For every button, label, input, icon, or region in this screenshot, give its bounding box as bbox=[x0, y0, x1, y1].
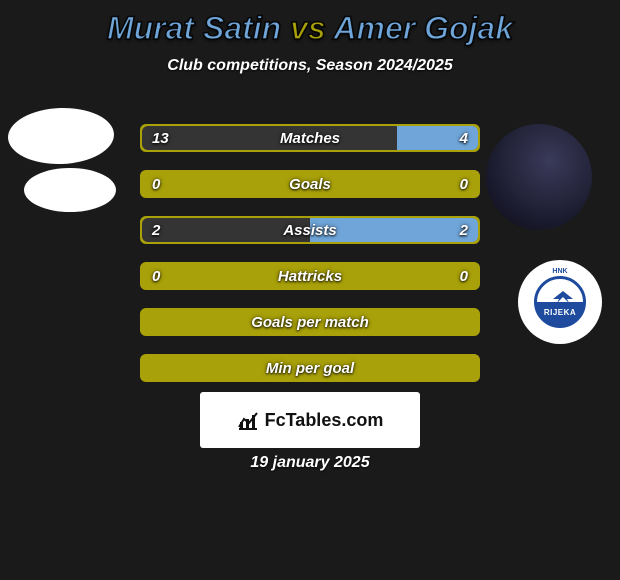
stat-value-right: 0 bbox=[460, 264, 468, 288]
comparison-card: Murat Satin vs Amer Gojak Club competiti… bbox=[0, 0, 620, 580]
player1-club-crest bbox=[24, 168, 116, 212]
player1-name: Murat Satin bbox=[107, 10, 281, 46]
crest-top-text: HNK bbox=[528, 268, 592, 275]
crest-shield: RIJEKA bbox=[534, 276, 586, 328]
stat-value-right: 4 bbox=[460, 126, 468, 150]
subtitle: Club competitions, Season 2024/2025 bbox=[0, 57, 620, 75]
crest-name: RIJEKA bbox=[537, 308, 583, 317]
stat-label: Assists bbox=[142, 218, 478, 242]
date-text: 19 january 2025 bbox=[0, 454, 620, 472]
page-title: Murat Satin vs Amer Gojak bbox=[0, 0, 620, 47]
stat-row: Goals0 0 bbox=[140, 170, 480, 198]
stat-label: Hattricks bbox=[142, 264, 478, 288]
stat-row: Matches13 4 bbox=[140, 124, 480, 152]
stat-row: Assists2 2 bbox=[140, 216, 480, 244]
stat-value-right: 0 bbox=[460, 172, 468, 196]
stat-label: Goals per match bbox=[142, 310, 478, 334]
stat-row: Min per goal bbox=[140, 354, 480, 382]
eagle-icon bbox=[549, 289, 577, 305]
stat-label: Goals bbox=[142, 172, 478, 196]
stat-label: Matches bbox=[142, 126, 478, 150]
stat-value-left: 0 bbox=[152, 172, 160, 196]
stat-row: Hattricks0 0 bbox=[140, 262, 480, 290]
stat-row: Goals per match bbox=[140, 308, 480, 336]
stat-value-left: 0 bbox=[152, 264, 160, 288]
stat-value-left: 13 bbox=[152, 126, 169, 150]
title-vs: vs bbox=[290, 10, 326, 46]
player2-avatar bbox=[486, 124, 592, 230]
player1-avatar bbox=[7, 106, 115, 166]
chart-icon bbox=[237, 409, 259, 431]
rijeka-crest: HNK RIJEKA bbox=[528, 270, 592, 334]
branding-link[interactable]: FcTables.com bbox=[200, 392, 420, 448]
stat-value-right: 2 bbox=[460, 218, 468, 242]
stat-label: Min per goal bbox=[142, 356, 478, 380]
stat-value-left: 2 bbox=[152, 218, 160, 242]
player2-club-crest: HNK RIJEKA bbox=[518, 260, 602, 344]
stats-table: Matches134Goals00Assists22Hattricks00Goa… bbox=[140, 124, 480, 400]
player2-name: Amer Gojak bbox=[333, 10, 513, 46]
branding-text: FcTables.com bbox=[265, 410, 384, 431]
